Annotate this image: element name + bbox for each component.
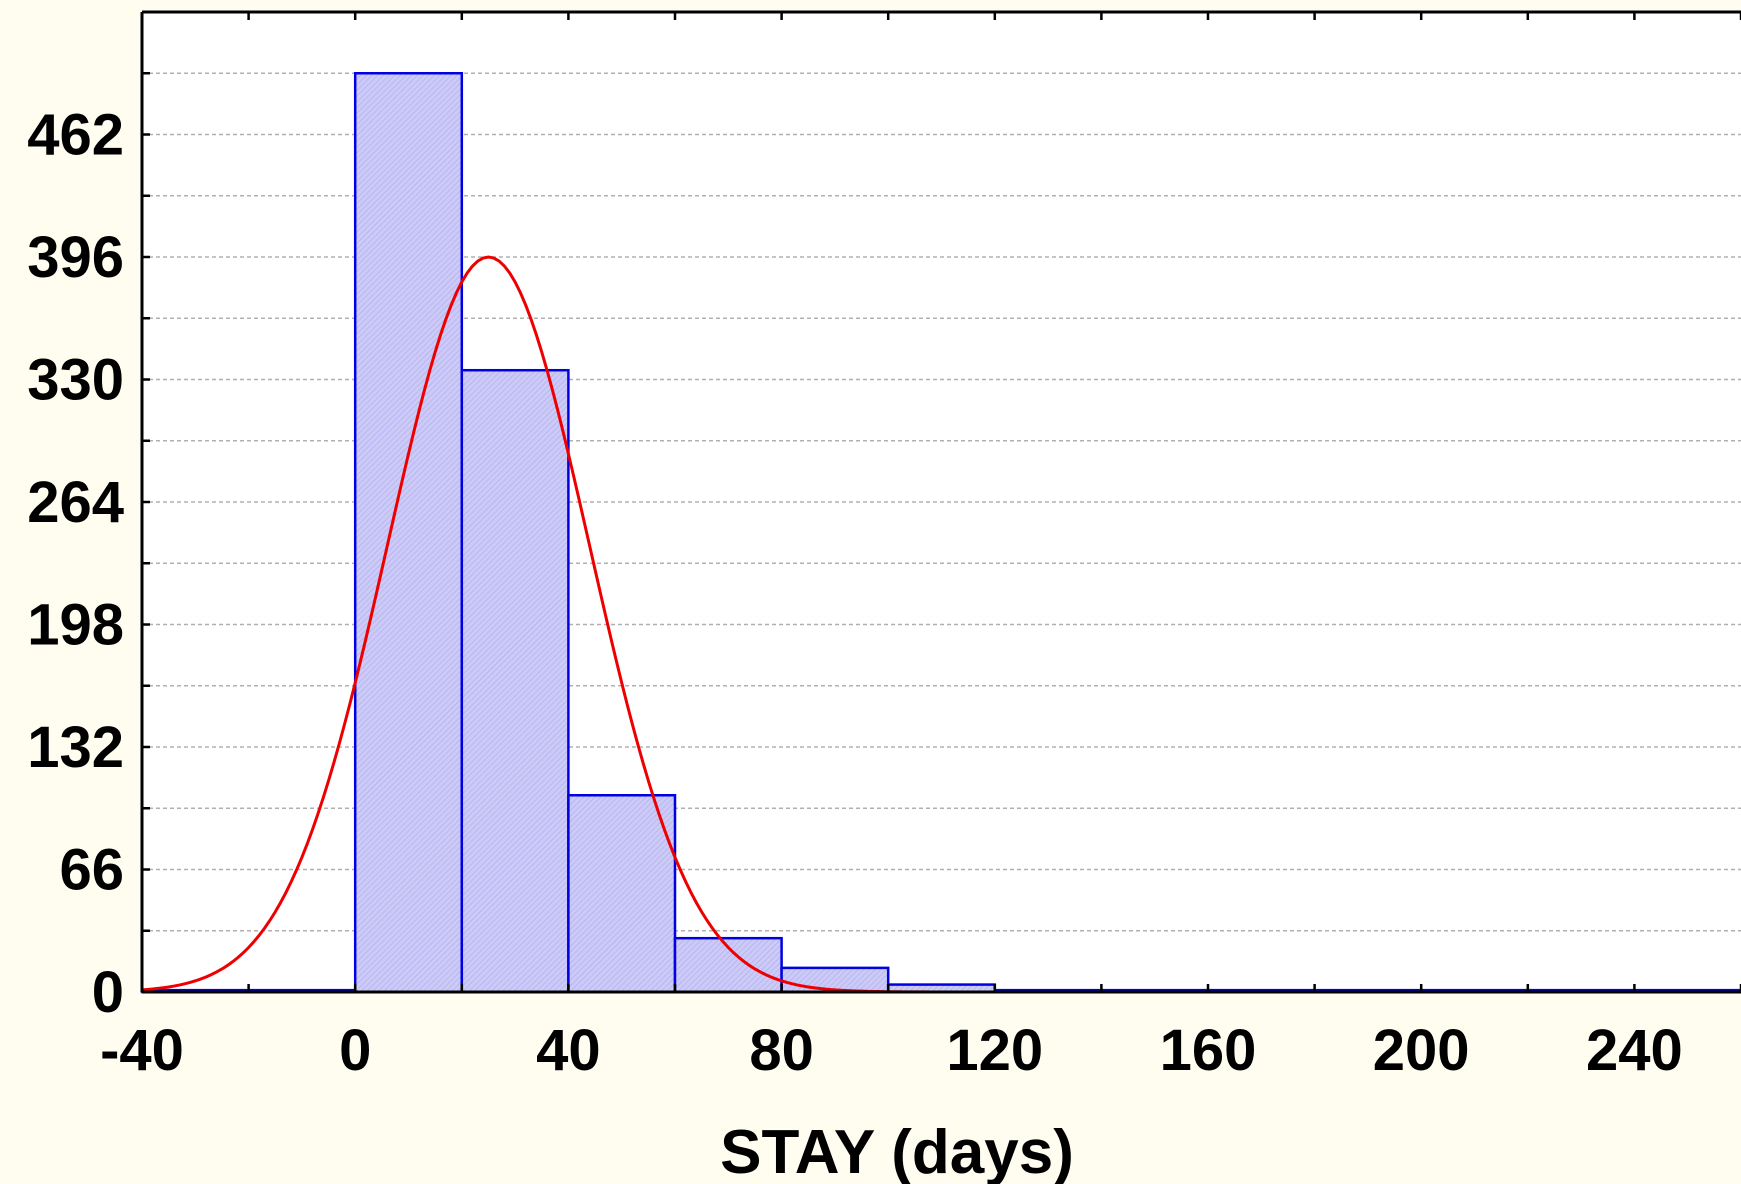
y-tick-labels: 0 66 132 198 264 330 396 462 (27, 103, 124, 1026)
x-axis-title: STAY (days) (720, 1118, 1074, 1184)
x-tick-label: 40 (536, 1018, 601, 1083)
histogram-bar (780, 966, 890, 994)
y-tick-label: 198 (27, 593, 124, 658)
y-tick-label: 462 (27, 103, 124, 168)
x-tick-label: 240 (1586, 1018, 1683, 1083)
y-tick-label: 66 (59, 838, 124, 903)
x-tick-label: 80 (749, 1018, 814, 1083)
y-tick-label: 0 (92, 960, 124, 1025)
y-tick-label: 330 (27, 348, 124, 413)
y-tick-label: 132 (27, 715, 124, 780)
x-tick-labels: -40 0 40 80 120 160 200 240 (100, 1018, 1683, 1083)
y-tick-label: 264 (27, 470, 124, 535)
x-tick-label: -40 (100, 1018, 184, 1083)
x-tick-label: 160 (1160, 1018, 1257, 1083)
histogram-bar (353, 72, 464, 994)
axes (140, 10, 1741, 994)
x-tick-label: 0 (339, 1018, 371, 1083)
x-tick-label: 120 (946, 1018, 1043, 1083)
histogram-bar (567, 794, 677, 994)
y-tick-label: 396 (27, 225, 124, 290)
histogram-bars (140, 72, 1741, 994)
histogram-bar (460, 368, 570, 994)
x-tick-label: 200 (1373, 1018, 1470, 1083)
